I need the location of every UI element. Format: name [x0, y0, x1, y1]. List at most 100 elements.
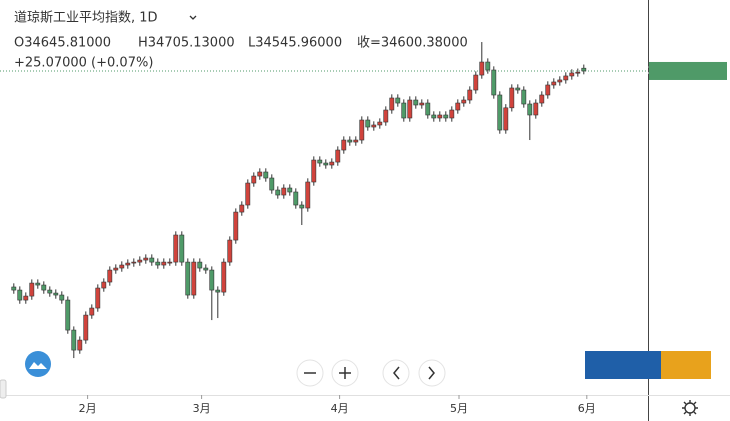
candle-body [323, 162, 329, 166]
candle-body [191, 261, 197, 296]
candle-body [173, 234, 179, 263]
candle-body [497, 94, 503, 131]
candle-body [101, 281, 107, 289]
candle-body [359, 119, 365, 141]
x-tick-label: 5月 [450, 402, 468, 415]
candle-body [131, 261, 137, 264]
candle-body [65, 299, 71, 331]
candle-body [293, 191, 299, 206]
candle-body [197, 261, 203, 269]
logo-circle [25, 351, 51, 377]
watermark-logo [585, 351, 711, 379]
ohlc-open: O34645.81000 [14, 36, 111, 51]
candle-body [227, 239, 233, 263]
logo-mark [29, 362, 47, 369]
gear-teeth [682, 400, 698, 416]
candle-body [11, 286, 17, 291]
candle-body [287, 187, 293, 193]
candle-body [449, 109, 455, 119]
candle-body [575, 71, 581, 74]
candle-body [311, 159, 317, 183]
button-icon [428, 366, 435, 380]
candle-body [383, 109, 389, 123]
candle-body [263, 171, 269, 179]
candle-body [557, 79, 563, 83]
candle-body [269, 177, 275, 191]
button-icon [393, 366, 400, 380]
chart-title: 道琼斯工业平均指数, 1D [14, 11, 158, 26]
candle-body [47, 289, 53, 294]
candle-body [257, 171, 263, 177]
zoom-in-button[interactable] [331, 359, 359, 387]
candle-body [569, 72, 575, 77]
x-tick-label: 3月 [193, 402, 211, 415]
logo-button[interactable] [25, 351, 51, 377]
ohlc-low: L34545.96000 [248, 36, 342, 51]
candle-body [275, 189, 281, 196]
candle-body [113, 267, 119, 271]
candle-body [485, 61, 491, 71]
x-tick-label: 2月 [79, 402, 97, 415]
candle-body [251, 175, 257, 184]
candle-body [527, 103, 533, 116]
candle-body [29, 282, 35, 297]
candle-body [353, 139, 359, 143]
button-icon [339, 367, 351, 379]
candle-body [509, 87, 515, 109]
side-handle[interactable] [0, 379, 7, 399]
candle-body [491, 69, 497, 96]
ohlc-high: H34705.13000 [138, 36, 235, 51]
candle-body [515, 87, 521, 91]
zoom-out-button[interactable] [296, 359, 324, 387]
candle-body [467, 89, 473, 101]
candle-body [473, 74, 479, 91]
candle-body [413, 99, 419, 106]
x-tick-label: 4月 [331, 402, 349, 415]
watermark-block [585, 351, 661, 379]
ohlc-close: 收=34600.38000 [357, 36, 468, 51]
candle-body [239, 204, 245, 213]
candle-body [407, 99, 413, 119]
candle-body [209, 269, 215, 291]
candle-body [329, 161, 335, 166]
candle-body [443, 114, 449, 119]
candle-body [365, 119, 371, 128]
watermark-block [661, 351, 711, 379]
scroll-right-button[interactable] [418, 359, 446, 387]
candle-body [437, 114, 443, 119]
candle-body [521, 89, 527, 105]
candle-body [137, 259, 143, 263]
candle-body [401, 102, 407, 119]
candle-body [167, 261, 173, 264]
settings-button[interactable] [682, 400, 698, 416]
candle-body [185, 261, 191, 296]
candle-body [533, 102, 539, 116]
candle-body [59, 294, 65, 301]
candle-body [71, 329, 77, 351]
candle-body [377, 121, 383, 126]
candle-body [233, 211, 239, 241]
candles [11, 42, 587, 359]
candle-body [371, 124, 377, 128]
change-label: +25.07000 (+0.07%) [14, 56, 153, 71]
scroll-left-button[interactable] [382, 359, 410, 387]
candle-body [17, 289, 23, 301]
candle-body [35, 282, 41, 286]
candle-body [23, 295, 29, 301]
candle-body [479, 61, 485, 76]
candle-body [143, 257, 149, 261]
candle-body [305, 181, 311, 209]
interval-chevron[interactable] [189, 15, 197, 20]
candle-body [581, 67, 587, 72]
candle-body [107, 269, 113, 283]
candle-body [161, 261, 167, 266]
candle-body [281, 187, 287, 196]
candle-body [551, 81, 557, 86]
candle-body [317, 159, 323, 164]
candle-body [299, 204, 305, 209]
candle-body [419, 102, 425, 106]
candle-body [245, 182, 251, 206]
candle-body [41, 284, 47, 291]
button-circle [382, 359, 410, 387]
